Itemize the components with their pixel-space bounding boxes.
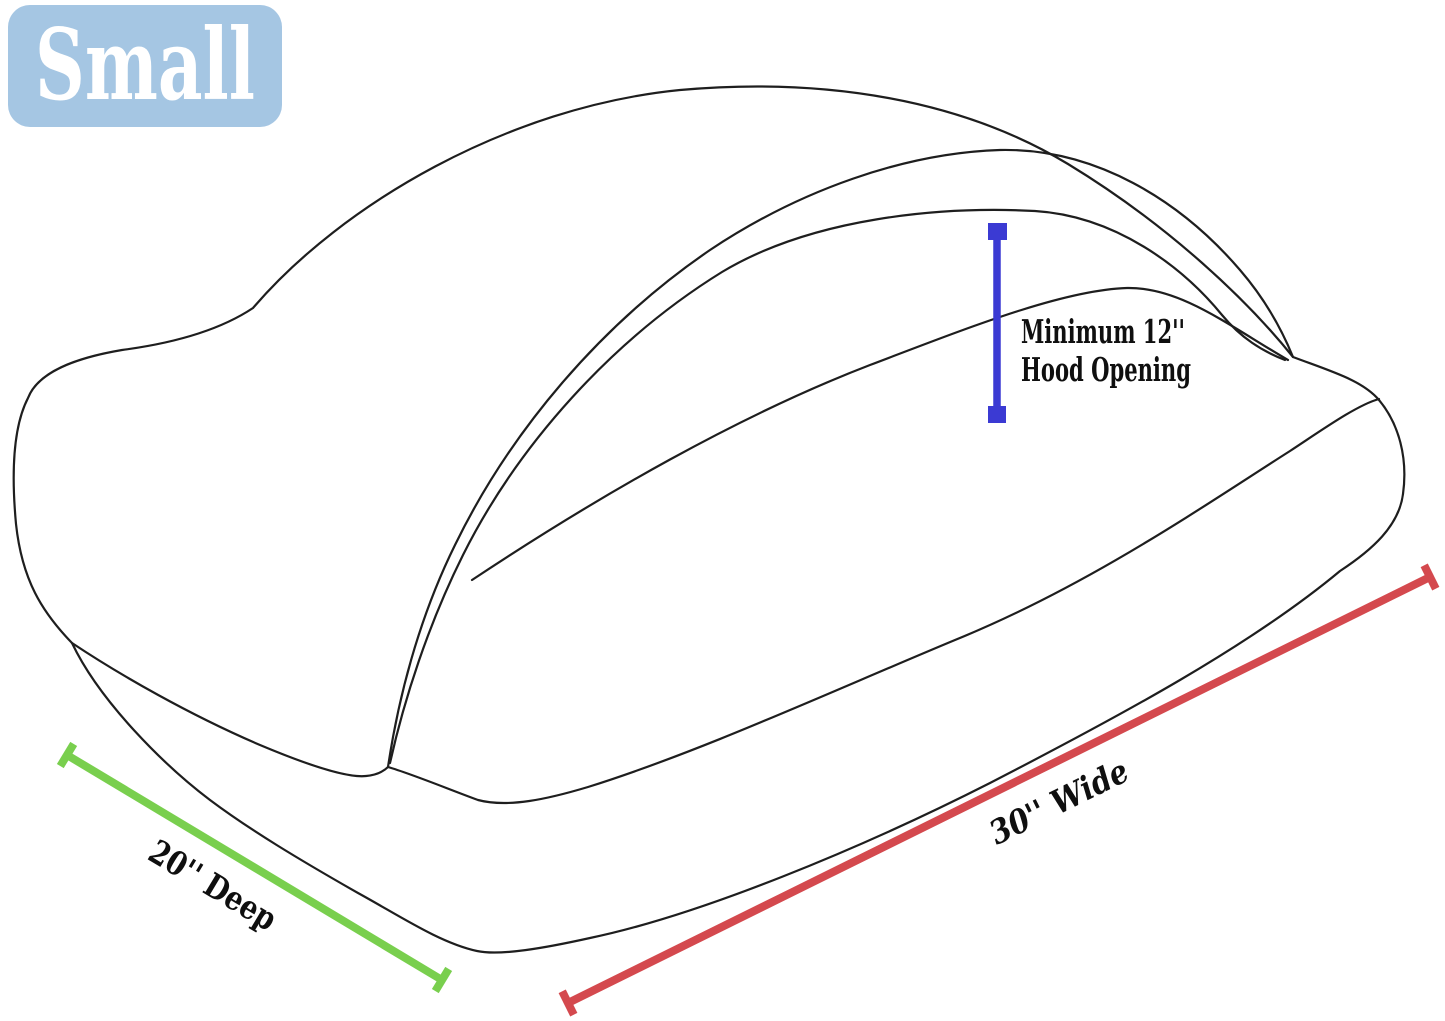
hood-opening-label-line2: Hood Opening — [1021, 350, 1191, 389]
depth-dimension-line — [64, 751, 445, 984]
width-dimension-line — [566, 573, 1432, 1007]
size-badge-background — [8, 5, 282, 127]
size-badge-label: Small — [35, 8, 255, 123]
hood-opening-line — [470, 286, 1290, 582]
bed-outer-outline — [12, 85, 1406, 954]
cushion-seam-line — [70, 397, 1381, 805]
size-badge: Small — [8, 5, 282, 127]
dimension-end-cap — [988, 223, 1007, 240]
hood-opening-label-line1: Minimum 12'' — [1021, 312, 1185, 351]
dimension-end-cap — [431, 966, 453, 994]
width-label: 30'' Wide — [983, 751, 1135, 852]
hood-opening-dimension: Minimum 12'' Hood Opening — [988, 223, 1191, 423]
width-dimension: 30'' Wide — [558, 563, 1440, 1017]
hood-rim-outer-line — [386, 148, 1295, 769]
depth-dimension: 20'' Deep — [56, 741, 453, 994]
pet-bed-illustration — [12, 85, 1406, 954]
dimension-end-cap — [988, 406, 1006, 423]
hood-rim-inner-line — [388, 208, 1287, 765]
depth-label: 20'' Deep — [142, 832, 284, 939]
dimension-end-cap — [1420, 563, 1440, 591]
